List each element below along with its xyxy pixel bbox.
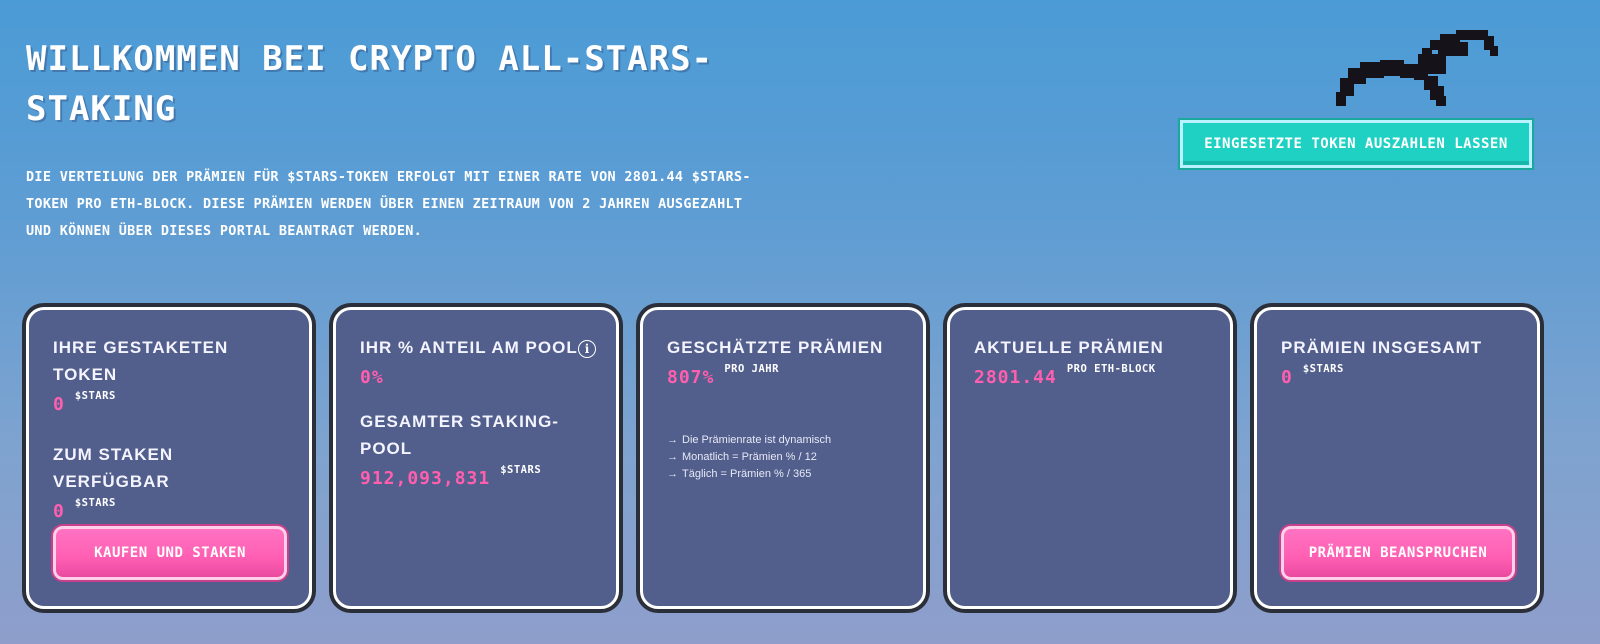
total-pool-unit: $STARS: [500, 464, 542, 476]
info-icon[interactable]: i: [578, 340, 596, 358]
reward-note: → Die Prämienrate ist dynamisch: [667, 432, 903, 449]
available-to-stake-unit: $STARS: [74, 497, 116, 509]
reward-note: → Täglich = Prämien % / 365: [667, 466, 903, 483]
estimated-rewards-value-row: 807% pro Jahr: [667, 363, 903, 388]
staked-tokens-unit: $STARS: [74, 390, 116, 402]
withdraw-tokens-button[interactable]: Eingesetzte Token auszahlen lassen: [1180, 120, 1532, 168]
estimated-rewards-label: Geschätzte Prämien: [667, 338, 884, 357]
current-rewards-value-row: 2801.44 pro ETH-Block: [974, 363, 1210, 388]
arrow-right-icon: →: [667, 434, 678, 446]
pool-share-value-row: 0%: [360, 367, 596, 388]
available-to-stake-label: Zum Staken verfügbar: [53, 445, 174, 491]
staked-tokens-label: Ihre gestaketen Token: [53, 338, 229, 384]
estimated-rewards-card: Geschätzte Prämien 807% pro Jahr → Die Pr…: [640, 307, 926, 609]
pool-share-label: Ihr % Anteil am Pool: [360, 338, 578, 357]
reward-notes: → Die Prämienrate ist dynamisch → Monatlic…: [667, 432, 903, 483]
total-rewards-card: Prämien insgesamt 0 $STARS Prämien beans…: [1254, 307, 1540, 609]
total-pool-label: Gesamter Staking-Pool: [360, 412, 559, 458]
reward-note-text: Täglich = Prämien % / 365: [682, 468, 812, 480]
total-rewards-unit: $STARS: [1302, 363, 1344, 375]
claim-rewards-button[interactable]: Prämien beanspruchen: [1281, 526, 1515, 580]
estimated-rewards-value: 807%: [667, 367, 715, 388]
pool-share-value: 0%: [360, 367, 384, 388]
reward-note-text: Monatlich = Prämien % / 12: [682, 451, 817, 463]
bird-icon: [1336, 30, 1498, 106]
current-rewards-label: Aktuelle Prämien: [974, 338, 1164, 357]
reward-note: → Monatlich = Prämien % / 12: [667, 449, 903, 466]
total-rewards-value: 0: [1281, 367, 1293, 388]
available-to-stake-value: 0: [53, 501, 65, 522]
total-rewards-value-row: 0 $STARS: [1281, 363, 1517, 388]
reward-note-text: Die Prämienrate ist dynamisch: [682, 434, 832, 446]
total-rewards-label: Prämien insgesamt: [1281, 338, 1483, 357]
arrow-right-icon: →: [667, 451, 678, 463]
staked-tokens-value-row: 0 $STARS: [53, 390, 289, 415]
estimated-rewards-unit: pro Jahr: [724, 363, 779, 375]
current-rewards-unit: pro ETH-Block: [1066, 363, 1156, 375]
total-pool-value: 912,093,831: [360, 468, 491, 489]
pool-share-card: Ihr % Anteil am Pool 0% Gesamter Staking…: [333, 307, 619, 609]
arrow-right-icon: →: [667, 468, 678, 480]
staked-tokens-card: Ihre gestaketen Token 0 $STARS Zum Stake…: [26, 307, 312, 609]
current-rewards-value: 2801.44: [974, 367, 1057, 388]
staked-tokens-value: 0: [53, 394, 65, 415]
buy-and-stake-button[interactable]: Kaufen und Staken: [53, 526, 287, 580]
page-title: Willkommen bei Crypto All-Stars-Staking: [26, 39, 714, 129]
page-description: Die Verteilung der Prämien für $STARS-To…: [26, 169, 751, 239]
total-pool-value-row: 912,093,831 $STARS: [360, 464, 596, 489]
current-rewards-card: Aktuelle Prämien 2801.44 pro ETH-Block: [947, 307, 1233, 609]
available-to-stake-value-row: 0 $STARS: [53, 497, 289, 522]
